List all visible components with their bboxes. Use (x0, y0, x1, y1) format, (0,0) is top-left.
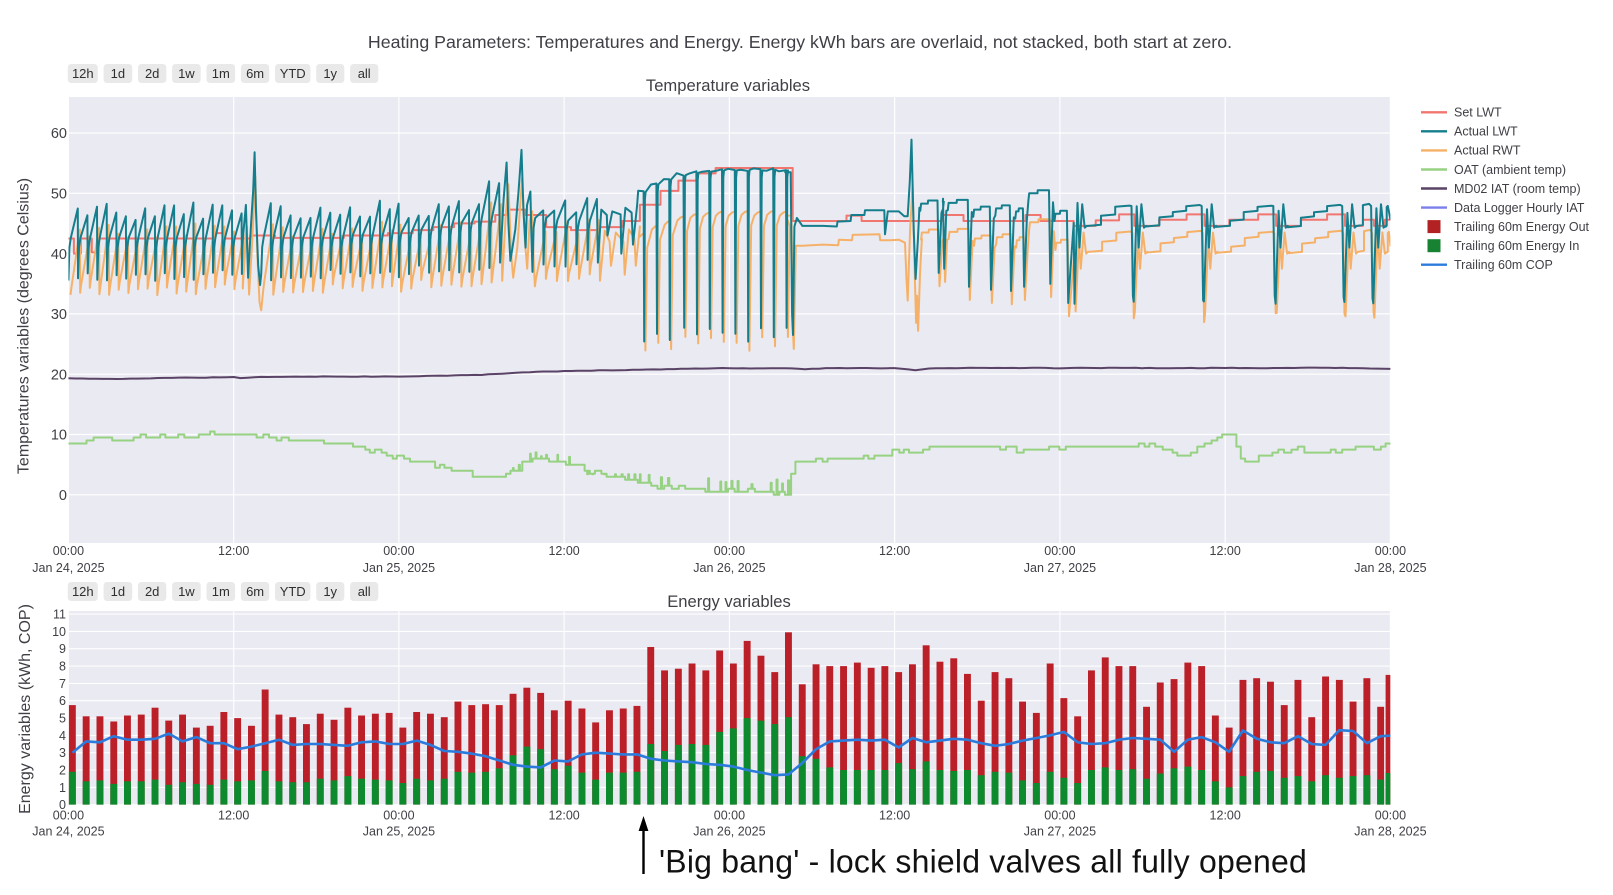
svg-text:Set LWT: Set LWT (1454, 106, 1502, 120)
svg-text:Actual RWT: Actual RWT (1454, 144, 1521, 158)
svg-text:Heating Parameters: Temperatur: Heating Parameters: Temperatures and Ene… (368, 32, 1232, 52)
svg-text:12:00: 12:00 (1210, 809, 1241, 823)
svg-text:20: 20 (51, 367, 67, 383)
svg-text:Actual LWT: Actual LWT (1454, 125, 1518, 139)
svg-text:11: 11 (53, 608, 66, 622)
svg-text:Temperatures variables (degree: Temperatures variables (degrees Celsius) (16, 178, 33, 474)
svg-text:Jan 27, 2025: Jan 27, 2025 (1024, 825, 1096, 839)
svg-text:6m: 6m (246, 584, 264, 599)
svg-text:1w: 1w (178, 66, 195, 81)
svg-text:12h: 12h (72, 66, 94, 81)
svg-text:12:00: 12:00 (218, 809, 249, 823)
svg-text:0: 0 (59, 488, 67, 504)
svg-text:2d: 2d (145, 584, 159, 599)
svg-text:12:00: 12:00 (879, 809, 910, 823)
svg-text:50: 50 (51, 187, 67, 203)
svg-text:00:00: 00:00 (1044, 544, 1075, 558)
svg-text:12:00: 12:00 (218, 544, 249, 558)
svg-text:00:00: 00:00 (53, 809, 84, 823)
svg-text:all: all (358, 584, 371, 599)
svg-text:12h: 12h (72, 584, 94, 599)
svg-text:1m: 1m (212, 584, 230, 599)
svg-text:'Big bang' - lock shield valve: 'Big bang' - lock shield valves all full… (659, 844, 1307, 880)
svg-text:1y: 1y (323, 584, 337, 599)
svg-text:0: 0 (59, 798, 66, 812)
svg-text:Energy variables (kWh, COP): Energy variables (kWh, COP) (17, 604, 34, 814)
svg-text:all: all (358, 66, 371, 81)
svg-text:1m: 1m (212, 66, 230, 81)
svg-text:2: 2 (59, 763, 66, 777)
svg-text:00:00: 00:00 (714, 809, 745, 823)
svg-text:00:00: 00:00 (383, 809, 414, 823)
svg-text:8: 8 (59, 660, 66, 674)
svg-text:Jan 26, 2025: Jan 26, 2025 (693, 825, 765, 839)
svg-text:6m: 6m (246, 66, 264, 81)
svg-text:Jan 25, 2025: Jan 25, 2025 (363, 561, 435, 575)
svg-text:00:00: 00:00 (383, 544, 414, 558)
svg-text:6: 6 (59, 694, 66, 708)
svg-text:1: 1 (59, 781, 66, 795)
svg-text:00:00: 00:00 (1375, 809, 1406, 823)
svg-text:YTD: YTD (280, 584, 306, 599)
svg-text:Trailing 60m Energy In: Trailing 60m Energy In (1454, 239, 1579, 253)
svg-text:Trailing 60m Energy Out: Trailing 60m Energy Out (1454, 220, 1590, 234)
svg-text:30: 30 (51, 307, 67, 323)
svg-text:Jan 27, 2025: Jan 27, 2025 (1024, 561, 1096, 575)
svg-text:OAT (ambient temp): OAT (ambient temp) (1454, 163, 1566, 177)
svg-text:12:00: 12:00 (879, 544, 910, 558)
svg-text:7: 7 (59, 677, 66, 691)
svg-text:Jan 25, 2025: Jan 25, 2025 (363, 825, 435, 839)
svg-text:1d: 1d (111, 66, 125, 81)
svg-text:1y: 1y (323, 66, 337, 81)
svg-text:10: 10 (52, 625, 66, 639)
svg-text:60: 60 (51, 126, 67, 142)
svg-text:00:00: 00:00 (53, 544, 84, 558)
svg-text:00:00: 00:00 (714, 544, 745, 558)
svg-text:12:00: 12:00 (548, 544, 579, 558)
svg-text:Trailing 60m COP: Trailing 60m COP (1454, 258, 1553, 272)
svg-text:5: 5 (59, 712, 66, 726)
svg-text:1w: 1w (178, 584, 195, 599)
svg-text:YTD: YTD (280, 66, 306, 81)
svg-text:40: 40 (51, 247, 67, 263)
svg-text:Jan 24, 2025: Jan 24, 2025 (32, 825, 104, 839)
svg-text:Data Logger Hourly IAT: Data Logger Hourly IAT (1454, 201, 1585, 215)
svg-text:Energy variables: Energy variables (667, 592, 791, 611)
svg-text:Jan 28, 2025: Jan 28, 2025 (1354, 825, 1426, 839)
svg-text:1d: 1d (111, 584, 125, 599)
svg-text:Jan 26, 2025: Jan 26, 2025 (693, 561, 765, 575)
svg-text:Temperature variables: Temperature variables (646, 76, 810, 95)
svg-text:00:00: 00:00 (1375, 544, 1406, 558)
svg-text:4: 4 (59, 729, 66, 743)
svg-text:MD02 IAT (room temp): MD02 IAT (room temp) (1454, 182, 1581, 196)
svg-text:12:00: 12:00 (548, 809, 579, 823)
svg-text:12:00: 12:00 (1210, 544, 1241, 558)
svg-text:Jan 24, 2025: Jan 24, 2025 (32, 561, 104, 575)
svg-text:2d: 2d (145, 66, 159, 81)
svg-text:10: 10 (51, 428, 67, 444)
svg-text:3: 3 (59, 746, 66, 760)
svg-text:Jan 28, 2025: Jan 28, 2025 (1354, 561, 1426, 575)
svg-text:00:00: 00:00 (1044, 809, 1075, 823)
svg-text:9: 9 (59, 642, 66, 656)
